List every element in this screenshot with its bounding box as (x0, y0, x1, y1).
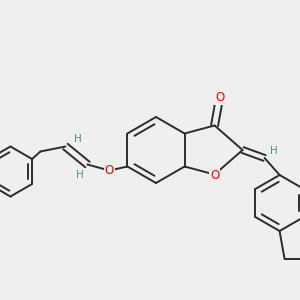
Text: H: H (270, 146, 278, 156)
Text: O: O (210, 169, 219, 182)
Text: H: H (74, 134, 81, 143)
Text: O: O (215, 91, 224, 104)
Text: H: H (76, 169, 83, 179)
Text: O: O (105, 164, 114, 177)
